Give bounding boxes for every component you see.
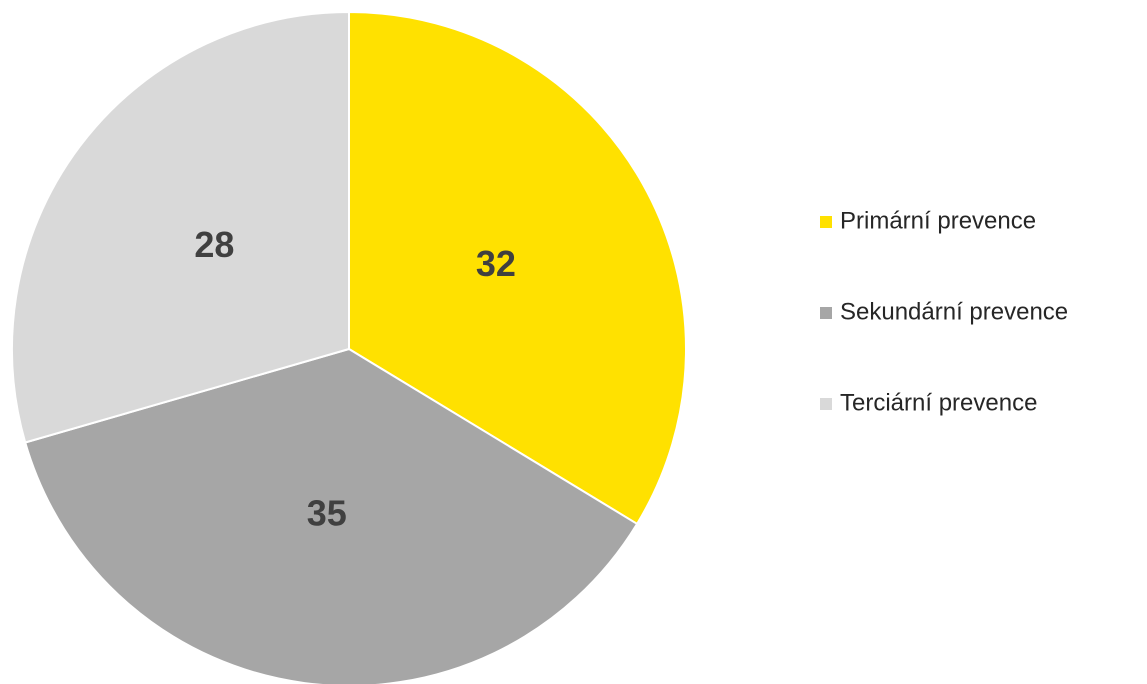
data-label: 35 (307, 493, 347, 534)
pie-slice (23, 347, 639, 684)
pie-slice (11, 10, 350, 444)
data-label: 28 (194, 224, 234, 265)
data-label: 32 (476, 243, 516, 284)
legend-label: Terciární prevence (840, 389, 1037, 416)
legend-swatch (820, 398, 832, 410)
pie-slice (348, 10, 687, 526)
legend-label: Sekundární prevence (840, 298, 1068, 325)
legend-swatch (820, 216, 832, 228)
legend-label: Primární prevence (840, 207, 1036, 234)
legend-swatch (820, 307, 832, 319)
